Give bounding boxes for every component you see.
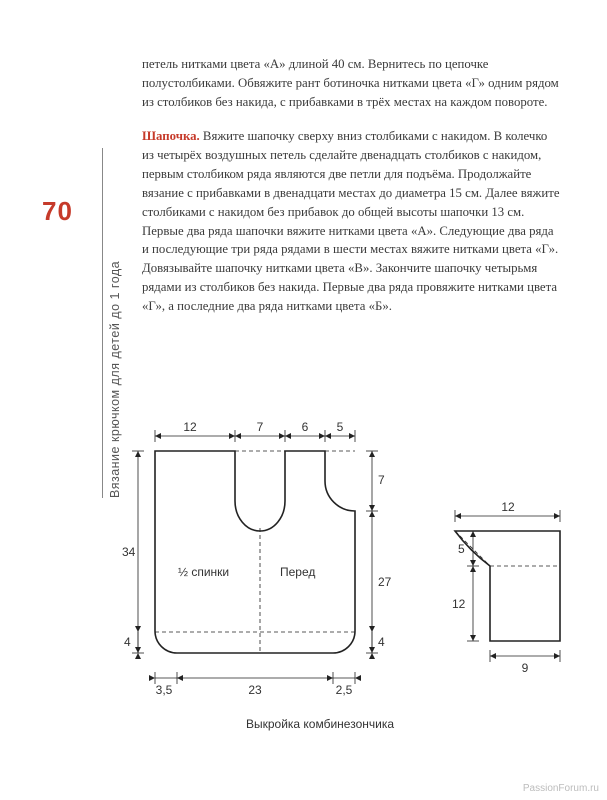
svg-text:23: 23 [248,683,262,697]
dim-sleeve-top: 12 [455,500,560,522]
pattern-diagram: ½ спинки Перед 12 7 6 5 [120,416,590,746]
svg-text:5: 5 [337,420,344,434]
svg-text:34: 34 [122,545,136,559]
svg-text:4: 4 [378,635,385,649]
dim-bottom: 3,5 23 2,5 [149,672,361,697]
side-rule [102,148,103,498]
svg-text:27: 27 [378,575,392,589]
paragraph-2: Шапочка. Вяжите шапочку сверху вниз стол… [142,127,560,316]
svg-text:12: 12 [452,597,466,611]
svg-text:6: 6 [302,420,309,434]
dim-right-7: 7 [366,451,385,511]
heading-shapochka: Шапочка. [142,129,200,143]
page: 70 Вязание крючком для детей до 1 года п… [0,0,607,800]
page-number: 70 [42,196,73,227]
dim-br-4: 4 [369,626,385,659]
diagram-caption: Выкройка комбинезончика [246,717,394,731]
svg-text:2,5: 2,5 [336,683,353,697]
dim-top: 12 7 6 5 [155,420,355,442]
label-back: ½ спинки [178,565,229,579]
paragraph-2-body: Вяжите шапочку сверху вниз столбиками с … [142,129,560,313]
watermark: PassionForum.ru [523,783,599,794]
svg-text:9: 9 [522,661,529,675]
dim-right-27: 27 [366,511,392,653]
body-text: петель нитками цвета «А» длиной 40 см. В… [142,55,560,331]
paragraph-1: петель нитками цвета «А» длиной 40 см. В… [142,55,560,112]
svg-text:12: 12 [501,500,515,514]
dim-left-34: 34 [122,451,144,653]
svg-text:4: 4 [124,635,131,649]
svg-text:7: 7 [257,420,264,434]
dim-bl-4: 4 [124,626,141,659]
svg-text:7: 7 [378,473,385,487]
svg-text:12: 12 [183,420,197,434]
dim-sleeve-h: 5 12 [452,531,479,641]
dim-sleeve-bottom: 9 [490,650,560,675]
label-front: Перед [280,565,315,579]
svg-text:3,5: 3,5 [156,683,173,697]
svg-text:5: 5 [458,542,465,556]
